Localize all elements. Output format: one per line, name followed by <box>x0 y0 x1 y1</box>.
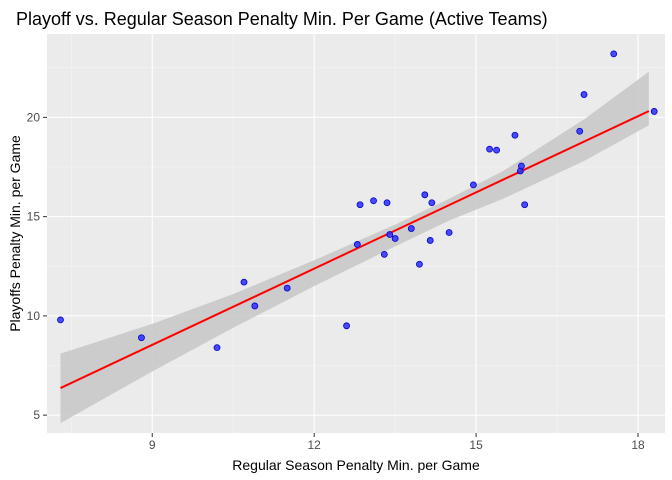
chart-title: Playoff vs. Regular Season Penalty Min. … <box>16 9 548 29</box>
data-point <box>386 231 394 238</box>
y-axis-title: Playoffs Penalty Min. per Game <box>7 135 23 332</box>
data-point <box>370 197 377 205</box>
confidence-band <box>60 71 649 424</box>
data-point <box>445 229 453 236</box>
y-tick-label: 20 <box>27 110 41 124</box>
y-tick-label: 5 <box>33 408 40 422</box>
x-tick-label: 15 <box>469 438 483 452</box>
x-axis-ticks: 9 12 15 18 <box>149 433 645 452</box>
y-axis-ticks: 5 10 15 20 <box>27 110 47 422</box>
data-point <box>283 284 291 292</box>
data-point <box>576 127 584 135</box>
data-point <box>416 260 423 268</box>
data-point <box>391 235 399 242</box>
major-gridlines <box>47 34 665 433</box>
data-point <box>57 316 64 324</box>
data-point <box>580 91 588 98</box>
y-tick-label: 15 <box>27 210 41 224</box>
data-point <box>493 146 501 154</box>
data-point <box>426 237 434 244</box>
x-tick-label: 12 <box>307 438 321 452</box>
data-points <box>57 50 658 352</box>
data-point <box>383 199 391 207</box>
data-point <box>353 241 361 248</box>
data-point <box>213 344 221 352</box>
data-point <box>518 162 525 170</box>
data-point <box>511 131 519 139</box>
data-point <box>138 334 145 342</box>
data-point <box>610 50 618 58</box>
data-point <box>469 181 477 189</box>
data-point <box>650 108 658 115</box>
data-point <box>343 322 350 330</box>
data-point <box>521 201 529 209</box>
data-point <box>407 225 415 232</box>
data-point <box>421 191 429 199</box>
data-point <box>486 145 493 153</box>
y-tick-label: 10 <box>27 309 41 323</box>
data-point <box>356 201 364 209</box>
x-tick-label: 18 <box>631 438 645 452</box>
data-point <box>251 302 259 310</box>
data-point <box>240 278 248 286</box>
x-axis-title: Regular Season Penalty Min. per Game <box>232 457 480 473</box>
regression-line <box>60 110 650 389</box>
data-point <box>380 250 388 258</box>
data-point <box>428 199 436 207</box>
x-tick-label: 9 <box>149 438 156 452</box>
